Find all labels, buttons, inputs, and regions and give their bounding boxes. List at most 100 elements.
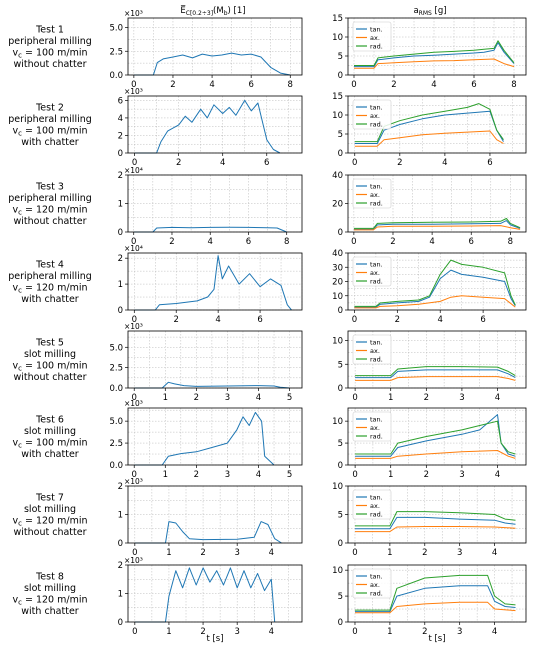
axes-frame — [347, 17, 527, 76]
row-label-line: peripheral milling — [8, 193, 92, 204]
x-tick-label: 1 — [387, 627, 392, 637]
row-label-line: slot milling — [24, 349, 76, 360]
x-tick-label: 0 — [131, 80, 136, 90]
y-tick-label: 2 — [118, 171, 123, 181]
x-tick-label: 6 — [480, 315, 485, 325]
x-tick-label: 2 — [194, 393, 199, 403]
series-line-tan — [355, 516, 516, 530]
y-tick-label: 10 — [332, 292, 343, 302]
x-tick-label: 1 — [387, 548, 392, 558]
legend-label-ax: ax. — [370, 191, 380, 199]
x-tick-label: 8 — [508, 237, 513, 247]
y-tick-label: 15 — [332, 92, 343, 102]
y-tick-label: 2.5 — [109, 364, 123, 374]
legend-label-tan: tan. — [370, 338, 383, 346]
row-label-line: vc = 100 m/min — [12, 126, 87, 138]
legend-label-rad: rad. — [370, 589, 383, 597]
series-line-tan — [354, 42, 515, 68]
y-tick-label: 10 — [332, 111, 343, 121]
series-line-ax — [354, 130, 504, 147]
x-tick-label: 2 — [422, 548, 427, 558]
series-line-tan — [353, 220, 521, 230]
row-label-line: Test 1 — [35, 25, 64, 36]
legend-label-tan: tan. — [370, 572, 383, 580]
x-tick-label: 2 — [395, 315, 400, 325]
y-tick-label: 5 — [338, 130, 343, 140]
y-tick-label: 5.0 — [109, 417, 123, 427]
series-line-rad — [354, 259, 516, 307]
series-line-energy — [134, 567, 276, 623]
x-tick-label: 2 — [169, 237, 174, 247]
row-label-line: vc = 120 m/min — [12, 205, 87, 217]
series-line-ax — [353, 225, 521, 231]
row-label-line: with chatter — [21, 294, 79, 305]
legend-label-ax: ax. — [370, 502, 380, 510]
x-tick-label: 0 — [132, 548, 137, 558]
x-tick-label: 6 — [257, 315, 262, 325]
y-tick-label: 2.5 — [109, 47, 123, 57]
row-label-line: Test 8 — [35, 572, 64, 583]
series-line-tan — [355, 414, 516, 457]
x-tick-label: 2 — [200, 548, 205, 558]
y-tick-label: 0 — [118, 539, 123, 549]
x-tick-label: 0 — [132, 315, 137, 325]
panel-arms-test-8: 0 1 2 3 4 0 5 10 tan.ax.rad. — [332, 564, 527, 637]
legend-label-rad: rad. — [370, 120, 383, 128]
y-multiplier: ×10⁴ — [124, 166, 143, 175]
x-tick-label: 0 — [352, 470, 357, 480]
row-label-line: with chatter — [21, 449, 79, 460]
y-tick-label: 0 — [338, 228, 343, 238]
x-tick-label: 8 — [511, 80, 516, 90]
row-label-line: vc = 100 m/min — [12, 361, 87, 373]
series-line-energy — [134, 411, 275, 466]
legend-label-rad: rad. — [370, 42, 383, 50]
x-tick-label: 4 — [431, 80, 436, 90]
y-tick-label: 0 — [338, 384, 343, 394]
y-tick-label: 2 — [118, 254, 123, 264]
panel-energy-test-1: 0 2 4 6 8 0.0 2.5 5.0×10³ — [109, 9, 303, 90]
series-line-rad — [354, 103, 504, 143]
x-tick-label: 2 — [391, 80, 396, 90]
x-tick-label: 3 — [457, 548, 462, 558]
series-line-rad — [353, 218, 521, 229]
row-label-line: slot milling — [24, 426, 76, 437]
x-tick-label: 2 — [170, 80, 175, 90]
series-line-energy — [134, 521, 282, 544]
x-tick-label: 0 — [351, 80, 356, 90]
y-tick-label: 1 — [118, 200, 123, 210]
series-line-energy — [134, 255, 292, 311]
legend-label-tan: tan. — [370, 493, 383, 501]
row-label-line: with chatter — [21, 137, 79, 148]
x-tick-label: 6 — [487, 158, 492, 168]
row-label-line: Test 4 — [35, 260, 64, 271]
axes-frame — [347, 564, 527, 623]
x-tick-label: 0 — [352, 315, 357, 325]
x-tick-label: 2 — [174, 315, 179, 325]
y-tick-label: 0 — [338, 71, 343, 81]
row-label-line: Test 5 — [35, 338, 64, 349]
panel-arms-test-4: 0 2 4 6 0 10 20 30 40 tan.ax.rad. — [332, 249, 527, 325]
series-line-ax — [355, 601, 516, 614]
x-tick-label: 0 — [352, 393, 357, 403]
row-label-line: slot milling — [24, 583, 76, 594]
y-tick-label: 1 — [118, 511, 123, 521]
y-tick-label: 0.0 — [109, 384, 123, 394]
y-multiplier: ×10³ — [124, 322, 143, 331]
x-tick-label: 2 — [194, 470, 199, 480]
row-label-line: vc = 100 m/min — [12, 438, 87, 450]
x-tick-label: 4 — [208, 237, 213, 247]
y-tick-label: 30 — [332, 263, 343, 273]
series-line-energy — [134, 381, 290, 389]
y-tick-label: 2 — [118, 131, 123, 141]
y-tick-label: 5.0 — [109, 24, 123, 34]
series-line-ax — [354, 58, 515, 69]
x-tick-label: 1 — [163, 470, 168, 480]
series-line-ax — [354, 295, 516, 309]
panel-arms-test-6: 0 1 2 3 4 0 5 10 tan.ax.rad. — [332, 407, 527, 480]
legend-label-rad: rad. — [370, 199, 383, 207]
